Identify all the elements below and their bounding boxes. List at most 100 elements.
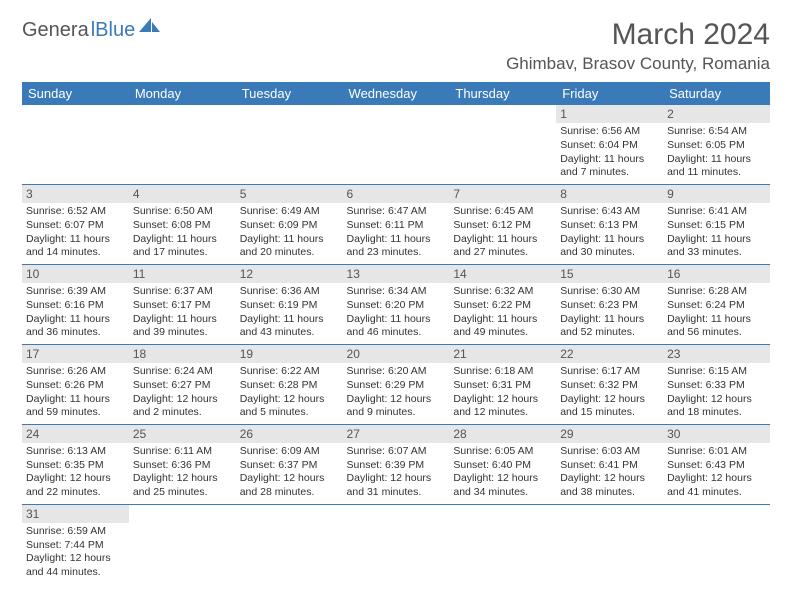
calendar-day-cell bbox=[449, 105, 556, 184]
sunset-text: Sunset: 6:32 PM bbox=[560, 379, 659, 393]
calendar-day-cell: 18Sunrise: 6:24 AMSunset: 6:27 PMDayligh… bbox=[129, 344, 236, 424]
daylight-text: Daylight: 12 hours and 34 minutes. bbox=[453, 472, 552, 499]
sunset-text: Sunset: 6:19 PM bbox=[240, 299, 339, 313]
day-body: Sunrise: 6:37 AMSunset: 6:17 PMDaylight:… bbox=[129, 283, 236, 344]
sunset-text: Sunset: 6:39 PM bbox=[347, 459, 446, 473]
logo: GeneralBlue bbox=[22, 18, 161, 43]
weekday-header: Monday bbox=[129, 82, 236, 105]
day-body: Sunrise: 6:01 AMSunset: 6:43 PMDaylight:… bbox=[663, 443, 770, 504]
day-number: 31 bbox=[22, 505, 129, 523]
sunset-text: Sunset: 6:08 PM bbox=[133, 219, 232, 233]
day-body: Sunrise: 6:32 AMSunset: 6:22 PMDaylight:… bbox=[449, 283, 556, 344]
calendar-day-cell bbox=[556, 504, 663, 583]
sunrise-text: Sunrise: 6:43 AM bbox=[560, 205, 659, 219]
sunset-text: Sunset: 6:24 PM bbox=[667, 299, 766, 313]
sunset-text: Sunset: 6:37 PM bbox=[240, 459, 339, 473]
weekday-header: Tuesday bbox=[236, 82, 343, 105]
calendar-week-row: 10Sunrise: 6:39 AMSunset: 6:16 PMDayligh… bbox=[22, 264, 770, 344]
day-body: Sunrise: 6:28 AMSunset: 6:24 PMDaylight:… bbox=[663, 283, 770, 344]
calendar-day-cell: 12Sunrise: 6:36 AMSunset: 6:19 PMDayligh… bbox=[236, 264, 343, 344]
sunset-text: Sunset: 6:41 PM bbox=[560, 459, 659, 473]
day-body: Sunrise: 6:17 AMSunset: 6:32 PMDaylight:… bbox=[556, 363, 663, 424]
day-number: 6 bbox=[343, 185, 450, 203]
sunset-text: Sunset: 6:33 PM bbox=[667, 379, 766, 393]
calendar-day-cell: 3Sunrise: 6:52 AMSunset: 6:07 PMDaylight… bbox=[22, 184, 129, 264]
daylight-text: Daylight: 12 hours and 2 minutes. bbox=[133, 393, 232, 420]
calendar-day-cell: 29Sunrise: 6:03 AMSunset: 6:41 PMDayligh… bbox=[556, 424, 663, 504]
daylight-text: Daylight: 11 hours and 7 minutes. bbox=[560, 153, 659, 180]
calendar-table: SundayMondayTuesdayWednesdayThursdayFrid… bbox=[22, 82, 770, 584]
daylight-text: Daylight: 11 hours and 49 minutes. bbox=[453, 313, 552, 340]
calendar-day-cell: 4Sunrise: 6:50 AMSunset: 6:08 PMDaylight… bbox=[129, 184, 236, 264]
sunrise-text: Sunrise: 6:17 AM bbox=[560, 365, 659, 379]
day-number: 30 bbox=[663, 425, 770, 443]
day-number: 23 bbox=[663, 345, 770, 363]
calendar-week-row: 3Sunrise: 6:52 AMSunset: 6:07 PMDaylight… bbox=[22, 184, 770, 264]
sunset-text: Sunset: 6:26 PM bbox=[26, 379, 125, 393]
calendar-day-cell: 28Sunrise: 6:05 AMSunset: 6:40 PMDayligh… bbox=[449, 424, 556, 504]
calendar-day-cell bbox=[236, 504, 343, 583]
day-number: 19 bbox=[236, 345, 343, 363]
sunrise-text: Sunrise: 6:34 AM bbox=[347, 285, 446, 299]
sunrise-text: Sunrise: 6:50 AM bbox=[133, 205, 232, 219]
logo-text-2: lBlue bbox=[91, 19, 135, 42]
daylight-text: Daylight: 11 hours and 11 minutes. bbox=[667, 153, 766, 180]
location: Ghimbav, Brasov County, Romania bbox=[506, 54, 770, 74]
sunset-text: Sunset: 6:12 PM bbox=[453, 219, 552, 233]
sunrise-text: Sunrise: 6:20 AM bbox=[347, 365, 446, 379]
day-number: 10 bbox=[22, 265, 129, 283]
sunset-text: Sunset: 6:40 PM bbox=[453, 459, 552, 473]
calendar-day-cell: 20Sunrise: 6:20 AMSunset: 6:29 PMDayligh… bbox=[343, 344, 450, 424]
calendar-day-cell: 10Sunrise: 6:39 AMSunset: 6:16 PMDayligh… bbox=[22, 264, 129, 344]
day-number: 7 bbox=[449, 185, 556, 203]
sunset-text: Sunset: 6:16 PM bbox=[26, 299, 125, 313]
day-body: Sunrise: 6:26 AMSunset: 6:26 PMDaylight:… bbox=[22, 363, 129, 424]
calendar-day-cell: 23Sunrise: 6:15 AMSunset: 6:33 PMDayligh… bbox=[663, 344, 770, 424]
day-body: Sunrise: 6:59 AMSunset: 7:44 PMDaylight:… bbox=[22, 523, 129, 584]
weekday-header: Thursday bbox=[449, 82, 556, 105]
day-body: Sunrise: 6:15 AMSunset: 6:33 PMDaylight:… bbox=[663, 363, 770, 424]
day-number: 29 bbox=[556, 425, 663, 443]
day-body: Sunrise: 6:24 AMSunset: 6:27 PMDaylight:… bbox=[129, 363, 236, 424]
sunrise-text: Sunrise: 6:32 AM bbox=[453, 285, 552, 299]
calendar-day-cell bbox=[22, 105, 129, 184]
daylight-text: Daylight: 12 hours and 25 minutes. bbox=[133, 472, 232, 499]
day-body: Sunrise: 6:05 AMSunset: 6:40 PMDaylight:… bbox=[449, 443, 556, 504]
day-body: Sunrise: 6:47 AMSunset: 6:11 PMDaylight:… bbox=[343, 203, 450, 264]
daylight-text: Daylight: 11 hours and 23 minutes. bbox=[347, 233, 446, 260]
calendar-day-cell: 9Sunrise: 6:41 AMSunset: 6:15 PMDaylight… bbox=[663, 184, 770, 264]
day-number: 1 bbox=[556, 105, 663, 123]
day-body: Sunrise: 6:50 AMSunset: 6:08 PMDaylight:… bbox=[129, 203, 236, 264]
sunset-text: Sunset: 6:36 PM bbox=[133, 459, 232, 473]
calendar-day-cell: 6Sunrise: 6:47 AMSunset: 6:11 PMDaylight… bbox=[343, 184, 450, 264]
calendar-day-cell bbox=[343, 504, 450, 583]
day-number: 17 bbox=[22, 345, 129, 363]
calendar-day-cell: 31Sunrise: 6:59 AMSunset: 7:44 PMDayligh… bbox=[22, 504, 129, 583]
day-number: 3 bbox=[22, 185, 129, 203]
day-number: 18 bbox=[129, 345, 236, 363]
calendar-day-cell: 24Sunrise: 6:13 AMSunset: 6:35 PMDayligh… bbox=[22, 424, 129, 504]
day-body: Sunrise: 6:34 AMSunset: 6:20 PMDaylight:… bbox=[343, 283, 450, 344]
sail-icon bbox=[139, 18, 161, 39]
calendar-day-cell: 19Sunrise: 6:22 AMSunset: 6:28 PMDayligh… bbox=[236, 344, 343, 424]
calendar-day-cell: 17Sunrise: 6:26 AMSunset: 6:26 PMDayligh… bbox=[22, 344, 129, 424]
calendar-day-cell: 11Sunrise: 6:37 AMSunset: 6:17 PMDayligh… bbox=[129, 264, 236, 344]
calendar-day-cell: 21Sunrise: 6:18 AMSunset: 6:31 PMDayligh… bbox=[449, 344, 556, 424]
sunrise-text: Sunrise: 6:13 AM bbox=[26, 445, 125, 459]
day-body: Sunrise: 6:09 AMSunset: 6:37 PMDaylight:… bbox=[236, 443, 343, 504]
weekday-header: Saturday bbox=[663, 82, 770, 105]
daylight-text: Daylight: 12 hours and 38 minutes. bbox=[560, 472, 659, 499]
sunset-text: Sunset: 6:27 PM bbox=[133, 379, 232, 393]
day-number: 21 bbox=[449, 345, 556, 363]
sunrise-text: Sunrise: 6:01 AM bbox=[667, 445, 766, 459]
sunrise-text: Sunrise: 6:59 AM bbox=[26, 525, 125, 539]
month-title: March 2024 bbox=[506, 18, 770, 52]
sunrise-text: Sunrise: 6:07 AM bbox=[347, 445, 446, 459]
calendar-day-cell bbox=[449, 504, 556, 583]
sunrise-text: Sunrise: 6:15 AM bbox=[667, 365, 766, 379]
calendar-day-cell: 27Sunrise: 6:07 AMSunset: 6:39 PMDayligh… bbox=[343, 424, 450, 504]
sunset-text: Sunset: 6:22 PM bbox=[453, 299, 552, 313]
weekday-header: Friday bbox=[556, 82, 663, 105]
day-body: Sunrise: 6:45 AMSunset: 6:12 PMDaylight:… bbox=[449, 203, 556, 264]
calendar-day-cell: 7Sunrise: 6:45 AMSunset: 6:12 PMDaylight… bbox=[449, 184, 556, 264]
